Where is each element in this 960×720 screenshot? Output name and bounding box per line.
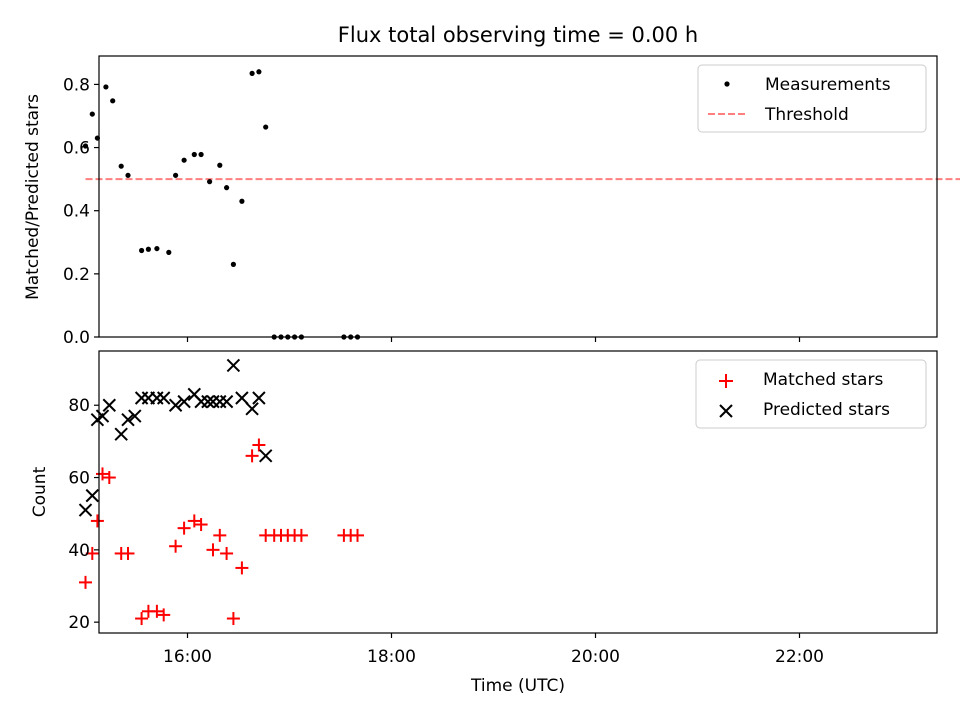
top-axes-frame — [98, 55, 938, 338]
matched-stars-point — [157, 608, 171, 622]
top-legend-box — [697, 64, 927, 133]
measurement-point — [181, 157, 187, 163]
matched-stars-point — [96, 467, 109, 481]
measurement-point — [239, 198, 245, 204]
measurement-point — [263, 124, 269, 130]
matched-stars-point — [194, 518, 208, 532]
predicted-stars-point — [78, 503, 93, 517]
bottom-legend: Matched stars Predicted stars — [695, 359, 927, 429]
bottom-y-axis-label: Count — [30, 466, 50, 517]
predicted-stars-point — [245, 402, 259, 416]
measurement-point — [89, 111, 95, 117]
y-tick-label: 80 — [68, 396, 90, 416]
bottom-axes-frame — [98, 350, 938, 634]
predicted-stars-point — [258, 449, 273, 463]
x-tick-label: 18:00 — [367, 647, 416, 667]
measurement-point — [207, 179, 213, 185]
predicted-stars-point — [95, 409, 110, 423]
measurement-point — [191, 151, 197, 158]
measurement-point — [103, 84, 109, 90]
predicted-stars-point — [168, 398, 183, 412]
measurement-point — [166, 249, 172, 255]
legend-label-matched: Matched stars — [763, 370, 883, 390]
measurement-point — [82, 143, 89, 149]
matched-stars-point — [206, 543, 220, 557]
matched-stars-point — [235, 561, 249, 575]
measurement-point — [198, 151, 204, 158]
matched-stars-point — [121, 546, 135, 560]
predicted-stars-point — [177, 394, 191, 409]
matched-stars-point — [85, 546, 99, 560]
matched-stars-point — [245, 449, 259, 463]
predicted-stars-point — [219, 394, 234, 409]
matched-stars-point — [90, 514, 104, 528]
matched-stars-point — [226, 612, 240, 626]
matched-stars-point — [177, 521, 191, 535]
matched-stars-point — [102, 471, 116, 485]
x-tick-label: 22:00 — [775, 647, 824, 667]
measurement-point — [110, 98, 116, 104]
y-tick-label: 20 — [68, 613, 90, 633]
predicted-stars-point — [150, 391, 164, 405]
x-tick-label: 16:00 — [163, 647, 212, 667]
y-tick-label: 0.4 — [63, 202, 90, 222]
measurement-point — [217, 162, 223, 168]
predicted-stars-point — [235, 391, 249, 405]
predicted-stars-point — [252, 391, 266, 405]
legend-marker-predicted — [719, 404, 733, 418]
legend-label-threshold: Threshold — [764, 105, 849, 125]
matched-stars-point — [79, 575, 92, 589]
matched-stars-point — [252, 438, 266, 452]
measurement-point — [145, 246, 151, 252]
predicted-stars-point — [134, 391, 149, 405]
y-tick-label: 60 — [68, 469, 90, 489]
legend-marker-matched — [719, 374, 733, 388]
predicted-stars-point — [213, 394, 227, 409]
bottom-legend-box — [695, 359, 927, 429]
measurement-point — [249, 70, 255, 76]
predicted-stars-point — [102, 398, 117, 412]
measurement-point — [224, 185, 230, 191]
predicted-stars-point — [201, 394, 215, 409]
matched-stars-point — [294, 528, 308, 542]
y-tick-label: 40 — [68, 541, 90, 561]
matched-stars-point — [169, 539, 183, 553]
top-panel-ratio: 0.00.20.40.60.8 Matched/Predicted stars … — [23, 55, 960, 348]
measurement-point — [154, 245, 160, 252]
measurement-point — [118, 163, 124, 169]
matched-stars-point — [150, 604, 164, 618]
matched-stars-point — [187, 514, 201, 528]
y-tick-label: 0.0 — [63, 328, 90, 348]
predicted-stars-point — [114, 427, 128, 441]
legend-label-measurements: Measurements — [765, 75, 891, 95]
legend-marker-measurements — [724, 81, 730, 87]
measurement-point — [173, 172, 179, 178]
top-legend: Measurements Threshold — [697, 64, 927, 133]
measurement-point — [256, 69, 262, 75]
y-tick-label: 0.2 — [63, 265, 90, 285]
matched-stars-point — [220, 546, 234, 560]
predicted-stars-point — [128, 409, 142, 423]
matched-stars-point — [213, 528, 227, 542]
predicted-stars-point — [85, 488, 100, 503]
matched-stars-point — [135, 612, 149, 626]
measurement-point — [230, 261, 236, 267]
matched-stars-point — [351, 528, 364, 542]
predicted-stars-point — [194, 394, 208, 409]
predicted-stars-point — [121, 412, 135, 427]
predicted-stars-point — [156, 391, 171, 405]
y-tick-label: 0.8 — [63, 75, 90, 95]
y-tick-label: 0.6 — [63, 139, 90, 159]
measurement-point — [125, 172, 131, 178]
predicted-stars-point — [226, 358, 241, 373]
x-tick-label: 20:00 — [571, 647, 620, 667]
legend-label-predicted: Predicted stars — [763, 400, 890, 420]
x-axis-label: Time (UTC) — [470, 676, 565, 696]
chart-title: Flux total observing time = 0.00 h — [338, 23, 698, 47]
measurement-point — [139, 247, 145, 254]
top-y-axis-label: Matched/Predicted stars — [23, 94, 43, 300]
